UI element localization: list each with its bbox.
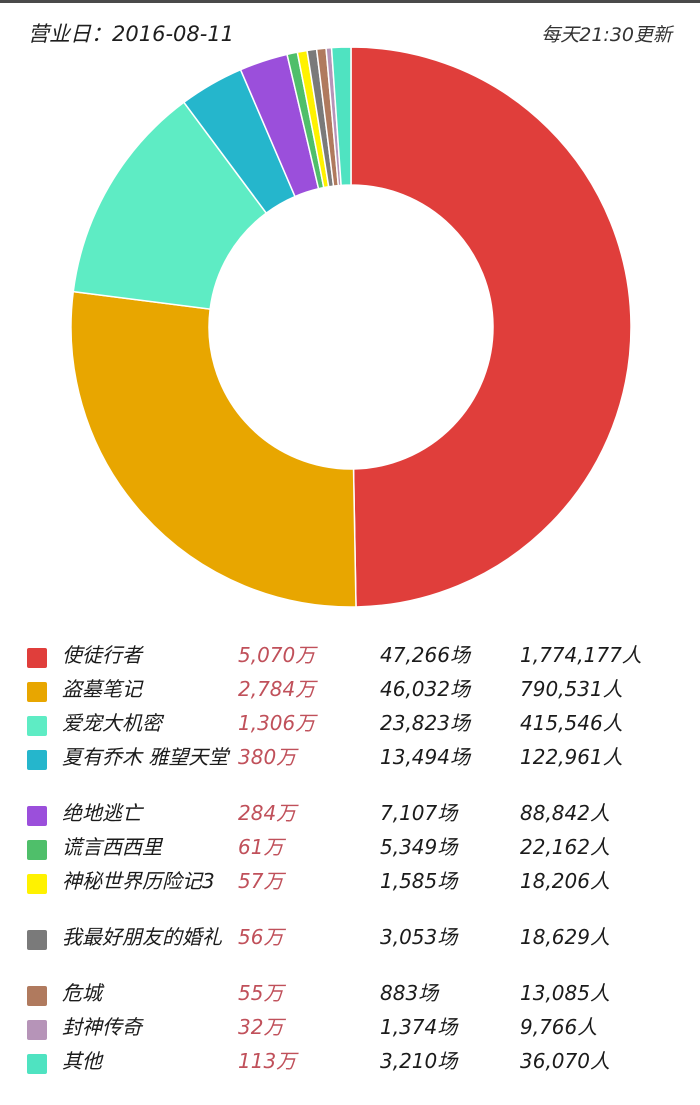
slice-3[interactable] — [72, 101, 268, 310]
show-count: 3,210场 — [380, 1049, 458, 1073]
header: 营业日：2016-08-11 每天21:30更新 — [0, 14, 700, 54]
show-count: 13,494场 — [380, 745, 470, 769]
movie-name: 封神传奇 — [62, 1015, 142, 1039]
slice-1[interactable] — [350, 46, 632, 608]
legend-swatch — [27, 750, 47, 770]
box-office: 5,070万 — [238, 643, 316, 667]
legend-swatch — [27, 1054, 47, 1074]
movie-name: 使徒行者 — [62, 643, 142, 667]
donut-chart — [70, 46, 632, 608]
audience-count: 790,531人 — [520, 677, 623, 701]
show-count: 23,823场 — [380, 711, 470, 735]
legend-swatch — [27, 986, 47, 1006]
legend-swatch — [27, 840, 47, 860]
box-office: 284万 — [238, 801, 297, 825]
box-office: 113万 — [238, 1049, 297, 1073]
update-note: 每天21:30更新 — [541, 24, 672, 46]
movie-name: 神秘世界历险记3 — [62, 869, 215, 893]
movie-name: 绝地逃亡 — [62, 801, 142, 825]
movie-name: 谎言西西里 — [62, 835, 162, 859]
audience-count: 122,961人 — [520, 745, 623, 769]
audience-count: 36,070人 — [520, 1049, 610, 1073]
show-count: 1,585场 — [380, 869, 458, 893]
audience-count: 13,085人 — [520, 981, 610, 1005]
box-office: 56万 — [238, 925, 284, 949]
audience-count: 18,629人 — [520, 925, 610, 949]
box-office: 55万 — [238, 981, 284, 1005]
movie-name: 我最好朋友的婚礼 — [62, 925, 222, 949]
show-count: 46,032场 — [380, 677, 470, 701]
box-office: 32万 — [238, 1015, 284, 1039]
legend-swatch — [27, 716, 47, 736]
box-office: 2,784万 — [238, 677, 316, 701]
business-date: 营业日：2016-08-11 — [28, 22, 235, 46]
box-office: 57万 — [238, 869, 284, 893]
movie-name: 盗墓笔记 — [62, 677, 142, 701]
movie-name: 危城 — [62, 981, 102, 1005]
audience-count: 22,162人 — [520, 835, 610, 859]
legend-swatch — [27, 930, 47, 950]
box-office: 61万 — [238, 835, 284, 859]
legend-swatch — [27, 648, 47, 668]
audience-count: 9,766人 — [520, 1015, 598, 1039]
show-count: 1,374场 — [380, 1015, 458, 1039]
slice-11[interactable] — [330, 46, 352, 187]
movie-name: 其他 — [62, 1049, 102, 1073]
show-count: 3,053场 — [380, 925, 458, 949]
legend-swatch — [27, 806, 47, 826]
movie-name: 爱宠大机密 — [62, 711, 162, 735]
legend-swatch — [27, 874, 47, 894]
box-office: 380万 — [238, 745, 297, 769]
top-border — [0, 0, 700, 3]
show-count: 883场 — [380, 981, 439, 1005]
movie-name: 夏有乔木 雅望天堂 — [62, 745, 229, 769]
audience-count: 18,206人 — [520, 869, 610, 893]
audience-count: 415,546人 — [520, 711, 623, 735]
show-count: 5,349场 — [380, 835, 458, 859]
show-count: 7,107场 — [380, 801, 458, 825]
show-count: 47,266场 — [380, 643, 470, 667]
audience-count: 1,774,177人 — [520, 643, 642, 667]
box-office: 1,306万 — [238, 711, 316, 735]
legend-swatch — [27, 1020, 47, 1040]
slice-2[interactable] — [70, 290, 357, 608]
legend-swatch — [27, 682, 47, 702]
audience-count: 88,842人 — [520, 801, 610, 825]
